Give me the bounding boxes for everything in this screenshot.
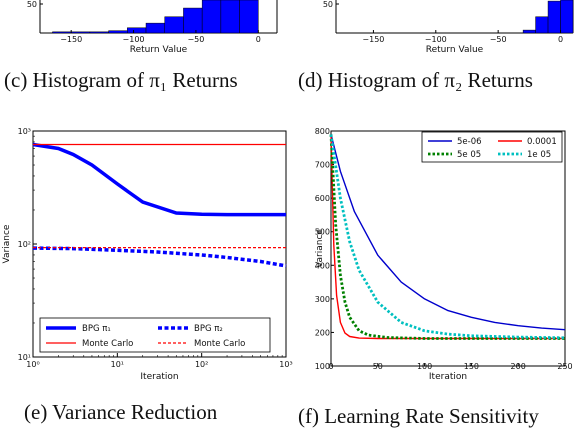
- lr-series-3: [329, 134, 566, 340]
- lr-xtick-label: 250: [557, 362, 572, 371]
- hist-c-bar: [89, 31, 109, 34]
- lr-xtick-label: 150: [464, 362, 479, 371]
- hist-c-bar: [201, 0, 222, 34]
- hist-d-bar: [547, 0, 561, 34]
- var-xlabel: Iteration: [140, 372, 178, 382]
- caption-f: (f) Learning Rate Sensitivity: [298, 404, 539, 428]
- hist-d-bar: [535, 16, 549, 34]
- var-legend-label: BPG π₂: [194, 324, 223, 334]
- lr-ytick-label: 400: [315, 261, 330, 270]
- hist-c-bar: [239, 0, 259, 34]
- lr-legend-box: [421, 131, 563, 163]
- lr-xlabel: Iteration: [429, 372, 467, 382]
- hist-d-xtick-label: −100: [425, 35, 447, 44]
- lr-plot-frame: [330, 130, 566, 367]
- hist-c-bar: [183, 7, 203, 34]
- var-ytick-label: 10²: [18, 240, 31, 249]
- hist-d-xlabel: Return Value: [426, 45, 484, 55]
- hist-c-xtick-label: 0: [256, 35, 261, 44]
- lr-series-0: [330, 134, 566, 331]
- hist-c-bar: [52, 31, 72, 34]
- hist-c-xtick-label: −150: [60, 35, 82, 44]
- var-xtick-label: 10⁰: [26, 360, 39, 369]
- hist-d-ytick-label: 50: [323, 0, 333, 9]
- lr-ylabel: Variance: [315, 229, 325, 268]
- hist-c-bar: [108, 30, 128, 34]
- hist-d-bar: [522, 29, 536, 34]
- hist-d-xtick-label: −50: [490, 35, 507, 44]
- var-xtick-label: 10¹: [111, 360, 124, 369]
- hist-c-bar: [127, 27, 147, 34]
- hist-c-bar: [70, 31, 91, 34]
- lr-series-2: [329, 134, 565, 340]
- var-ylabel: Variance: [2, 224, 12, 263]
- hist-d-bar: [560, 0, 574, 34]
- var-xtick-label: 10²: [195, 360, 208, 369]
- lr-xtick-label: 200: [511, 362, 526, 371]
- lr-ytick-label: 600: [315, 194, 330, 203]
- lr-series-1: [330, 134, 565, 340]
- hist-d-xtick-label: 0: [558, 35, 563, 44]
- hist-c-ytick-label: 50: [27, 0, 37, 9]
- var-legend-label: BPG π₁: [82, 324, 111, 334]
- lr-ytick-label: 200: [315, 328, 330, 337]
- lr-legend-label: 5e-06: [457, 137, 482, 147]
- hist-c-xtick-label: −50: [187, 35, 204, 44]
- var-series-0: [32, 142, 286, 217]
- lr-ytick-label: 300: [315, 295, 330, 304]
- hist-c-bar: [164, 16, 184, 34]
- var-series-2: [32, 246, 287, 268]
- lr-ytick-label: 100: [315, 362, 330, 371]
- hist-c-bar: [220, 0, 240, 34]
- lr-legend-label: 1e 05: [527, 150, 551, 160]
- caption-d: (d) Histogram of π₂ Returns: [298, 68, 533, 92]
- hist-c-xtick-label: −100: [123, 35, 145, 44]
- var-legend-box: [39, 317, 271, 353]
- lr-xtick-label: 100: [417, 362, 432, 371]
- lr-ytick-label: 700: [315, 161, 330, 170]
- var-legend-label: Monte Carlo: [194, 339, 245, 349]
- var-ytick-label: 10³: [18, 127, 31, 136]
- lr-legend-label: 5e 05: [457, 150, 481, 160]
- lr-legend-label: 0.0001: [527, 137, 557, 147]
- hist-c-bar: [145, 22, 165, 34]
- var-ytick-label: 10¹: [18, 353, 31, 362]
- hist-d-xtick-label: −150: [362, 35, 384, 44]
- lr-ytick-label: 500: [315, 228, 330, 237]
- caption-e: (e) Variance Reduction: [24, 400, 218, 424]
- var-xtick-label: 10³: [279, 360, 292, 369]
- lr-xtick-label: 50: [373, 362, 383, 371]
- lr-ytick-label: 800: [315, 127, 330, 136]
- hist-c-xlabel: Return Value: [130, 45, 188, 55]
- caption-c: (c) Histogram of π₁ Returns: [4, 68, 238, 92]
- var-legend-label: Monte Carlo: [82, 339, 133, 349]
